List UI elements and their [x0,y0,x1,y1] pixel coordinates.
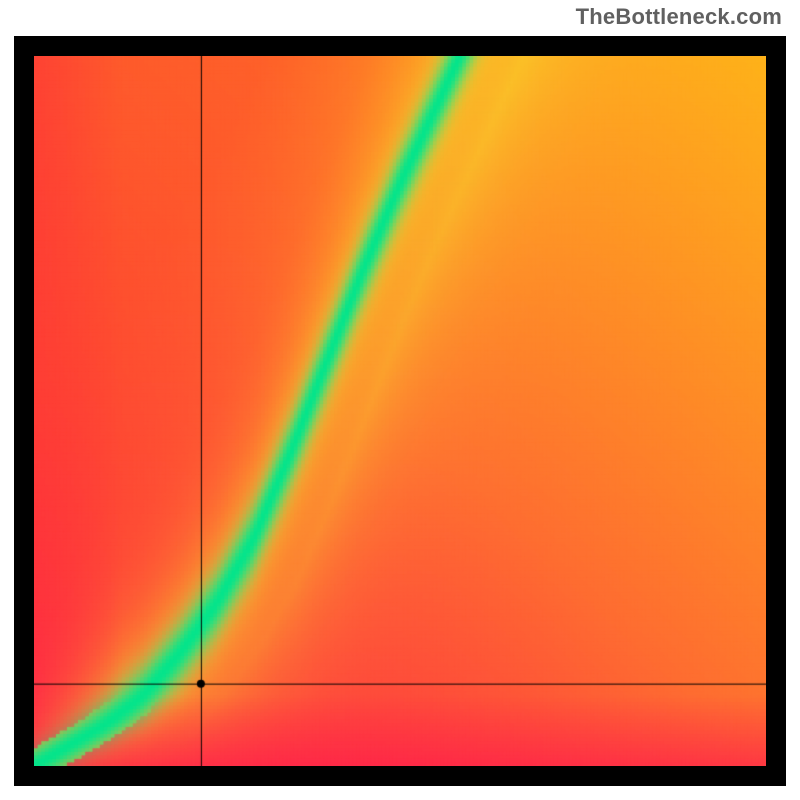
watermark-text: TheBottleneck.com [576,4,782,30]
chart-frame [14,36,786,786]
heatmap-canvas [34,56,766,766]
